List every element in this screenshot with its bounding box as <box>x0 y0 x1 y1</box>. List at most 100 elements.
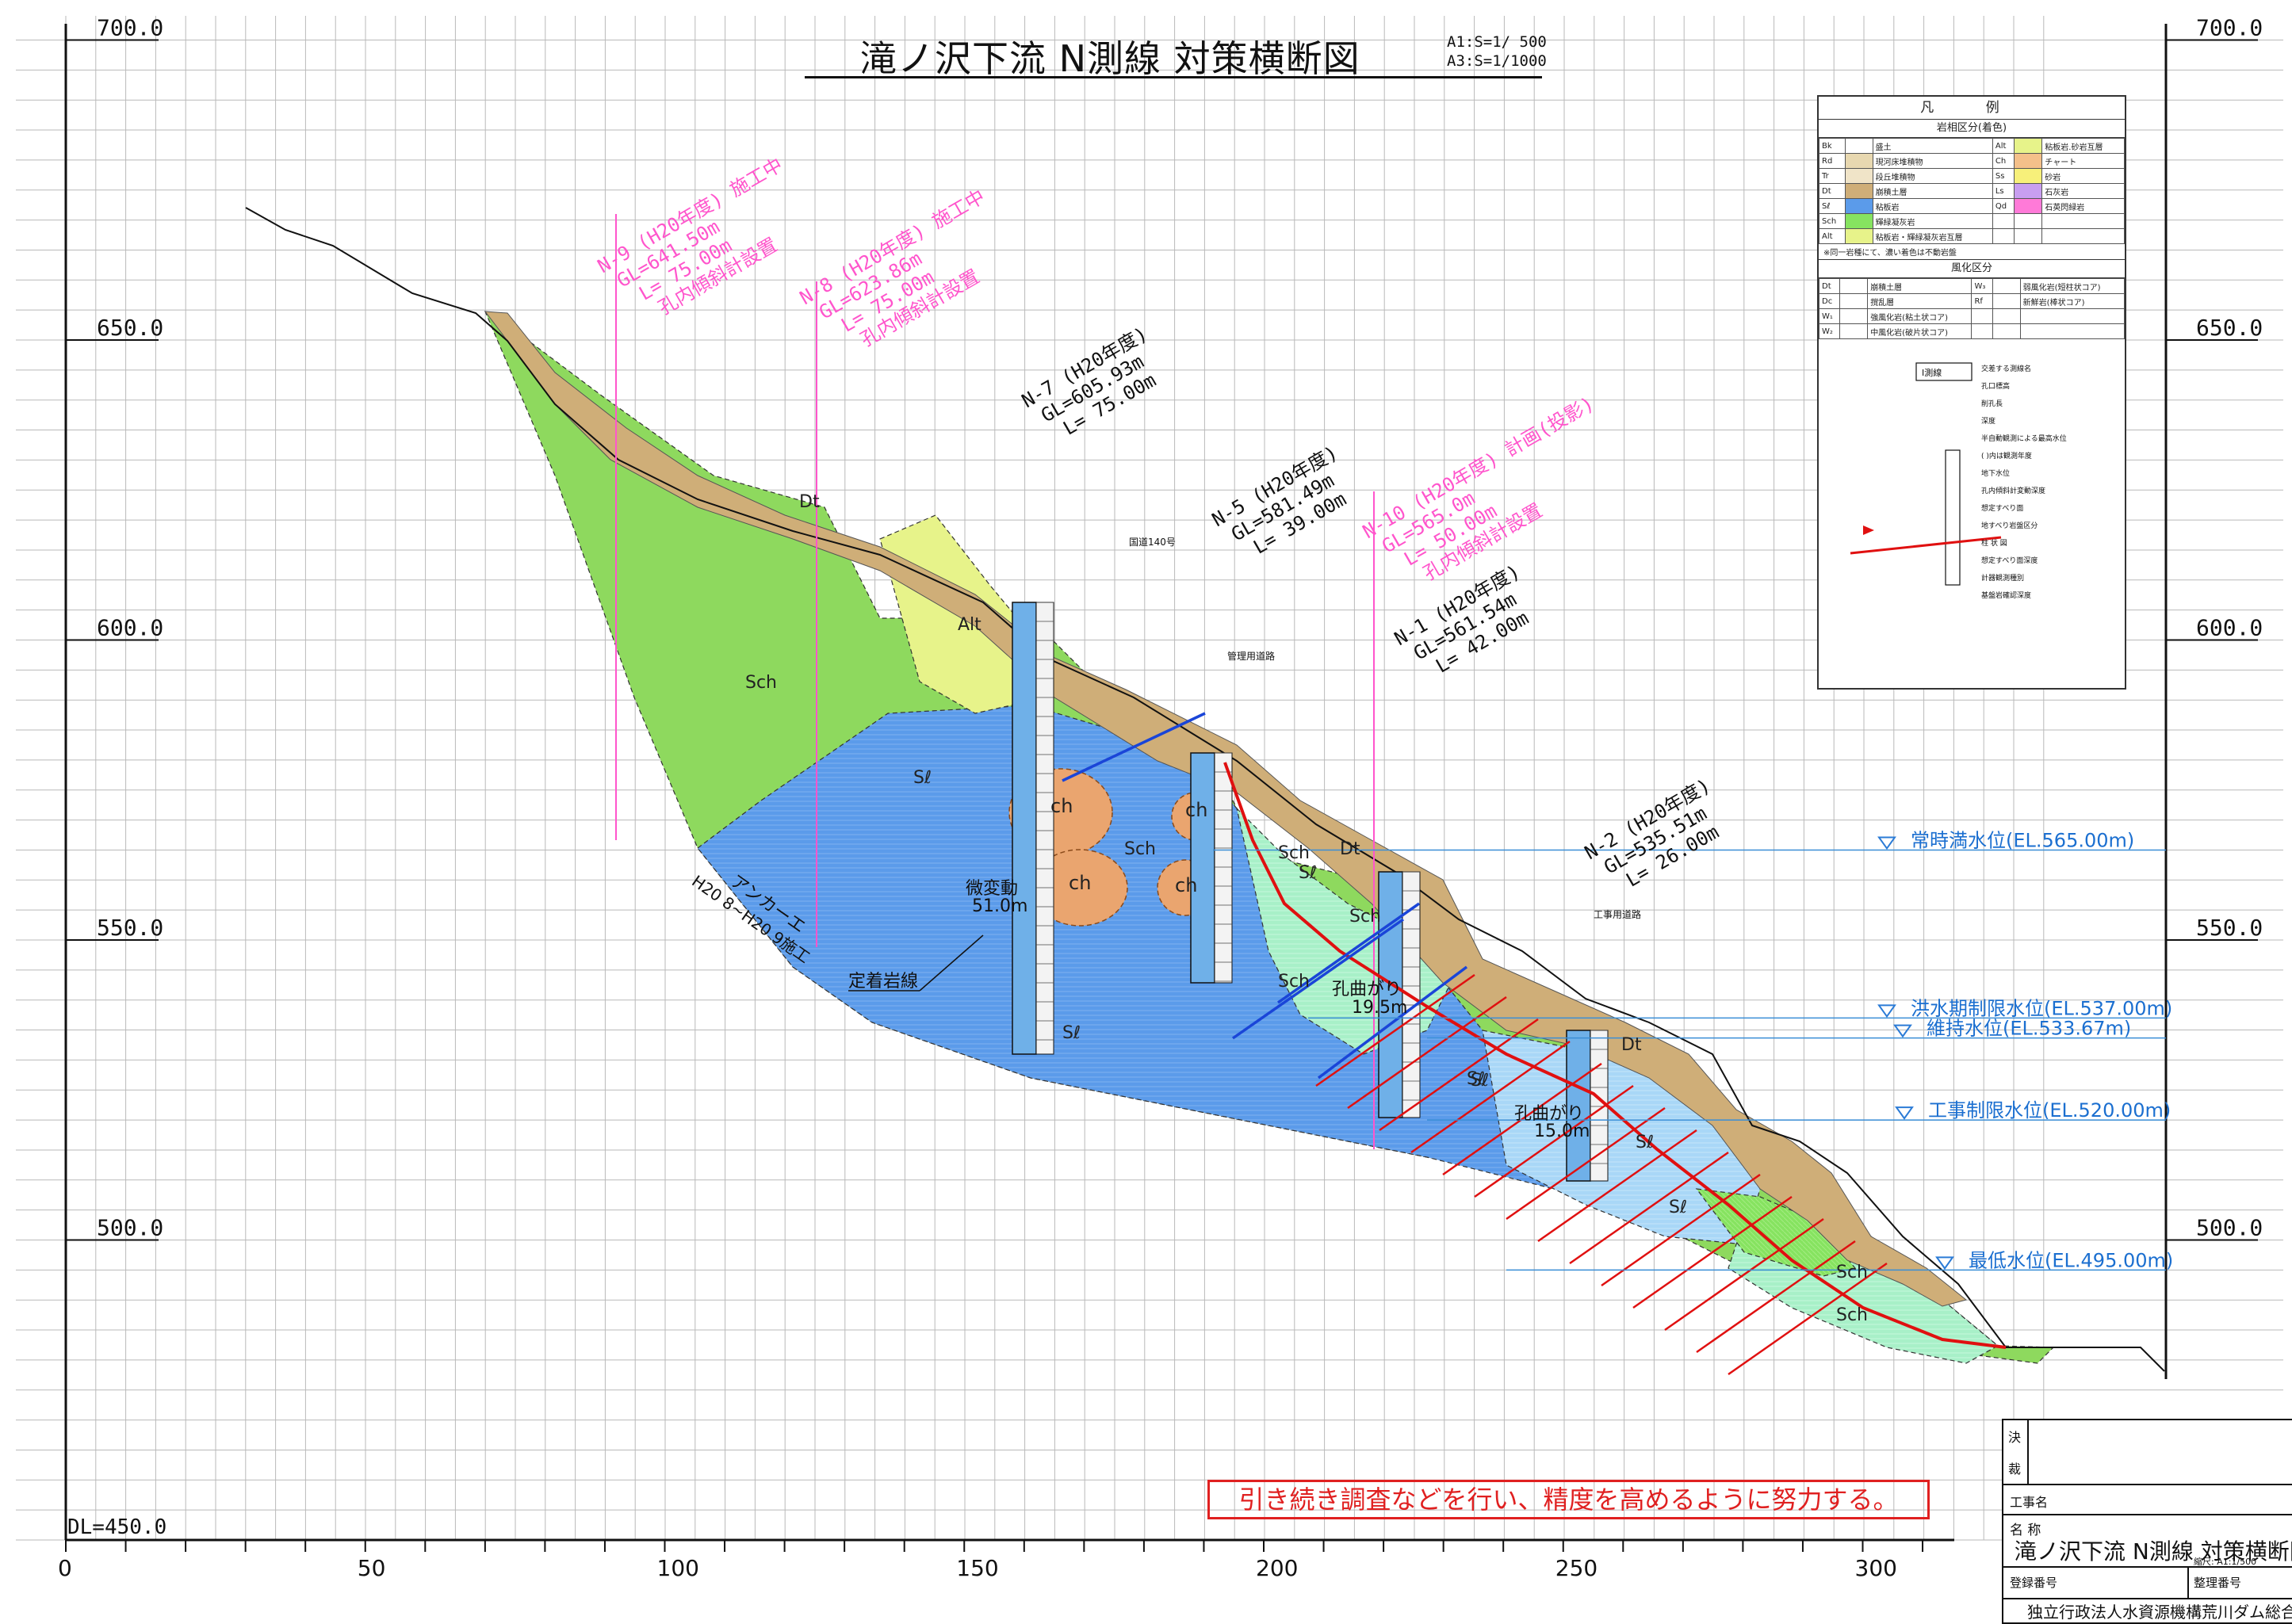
legend-row: Dc 撹乱層 Rf 新鮮岩(棒状コア) <box>1818 293 2126 309</box>
legend-cell: 輝緑凝灰岩 <box>1872 213 1993 229</box>
work-name-label: 工事名 <box>2010 1495 2049 1510</box>
legend-diagram-label: 半自動観測による最高水位 <box>1981 434 2067 443</box>
legend-diagram-label: 孔内傾斜計変動深度 <box>1981 486 2045 495</box>
borehole-column <box>1190 752 1215 984</box>
legend-swatch <box>1839 278 1869 294</box>
legend-swatch <box>1992 308 2021 324</box>
geology-label-sl: Sℓ <box>1062 1023 1081 1043</box>
legend-diagram-label: 深度 <box>1981 416 1995 426</box>
approval-row: 決 裁 <box>2003 1420 2292 1485</box>
legend-cell <box>2041 228 2125 244</box>
legend-cell: 盛土 <box>1872 138 1993 154</box>
x-tick-label: 50 <box>358 1555 386 1581</box>
legend-diagram-label: 交差する測線名 <box>1981 364 2031 373</box>
legend-diagram-label: 計器観測種別 <box>1981 573 2024 583</box>
x-tick-label: 150 <box>956 1555 998 1581</box>
legend-swatch <box>2014 213 2043 229</box>
y-tick-label-left: 550.0 <box>97 915 163 941</box>
legend-rock-note: ※同一岩種にて、濃い着色は不動岩盤 <box>1819 244 2125 260</box>
legend-cell: Sch <box>1819 213 1846 229</box>
approval-label-1: 決 <box>2008 1430 2022 1445</box>
x-tick-label: 250 <box>1555 1555 1598 1581</box>
datum-label: DL=450.0 <box>67 1515 166 1539</box>
road-label-2: 管理用道路 <box>1227 650 1275 662</box>
y-tick-label-right: 550.0 <box>2196 915 2263 941</box>
anchor-line <box>1347 995 1507 1110</box>
road-label-1: 国道140号 <box>1129 537 1176 548</box>
borehole-column <box>1378 871 1403 1118</box>
legend-cell: 粘板岩・輝緑凝灰岩互層 <box>1872 228 1993 244</box>
y-tick-label-right: 500.0 <box>2196 1215 2263 1241</box>
water-level-label: 工事制限水位(EL.520.00m) <box>1928 1099 2171 1122</box>
legend-cell: 石英閃緑岩 <box>2041 198 2125 214</box>
legend-swatch <box>1839 293 1869 309</box>
legend-marker-icon <box>1863 525 1874 535</box>
legend-cell: 撹乱層 <box>1867 293 1972 309</box>
legend-panel: 凡 例 岩相区分(着色) Bk 盛土 Alt 粘板岩.砂岩互層 Rd 現河床堆積物 Ch チャ… <box>1817 95 2126 690</box>
legend-cell: Dt <box>1818 278 1841 294</box>
legend-cell: Sℓ <box>1819 198 1846 214</box>
geology-label-sch: Sch <box>1349 907 1381 927</box>
legend-diagram-label: 削孔長 <box>1981 399 2003 408</box>
legend-cell: Alt <box>1819 228 1846 244</box>
title-block: 決 裁 工事名 名 称 滝ノ沢下流 N測線 対策横断図 縮尺: A1:1/500… <box>2002 1419 2292 1624</box>
legend-cell: Ch <box>1992 153 2015 169</box>
legend-diagram-label: 地下水位 <box>1981 468 2010 478</box>
geology-label-sl: Sℓ <box>1471 1071 1489 1091</box>
title-underline <box>805 76 1542 78</box>
geology-label-ch: ch <box>1050 795 1073 817</box>
geology-label-ch: ch <box>1175 874 1197 896</box>
ref-number-label: 整理番号 <box>2194 1576 2242 1590</box>
legend-swatch <box>1844 213 1873 229</box>
legend-swatch <box>1844 138 1873 154</box>
y-tick-label-left: 500.0 <box>97 1215 163 1241</box>
drawing-name: 滝ノ沢下流 N測線 対策横断図 <box>2015 1538 2292 1565</box>
y-tick-label-right: 700.0 <box>2196 15 2263 41</box>
legend-title: 凡 例 <box>1819 97 2125 120</box>
y-tick-label-left: 700.0 <box>97 15 163 41</box>
road-label-3: 工事用道路 <box>1594 908 1641 920</box>
legend-swatch <box>1992 293 2021 309</box>
bend-value-2: 15.0m <box>1534 1122 1590 1141</box>
geology-label-dt: Dt <box>799 492 820 512</box>
legend-cell: 砂岩 <box>2041 168 2125 184</box>
legend-cell: 中風化岩(破片状コア) <box>1867 323 1972 339</box>
legend-row: Rd 現河床堆積物 Ch チャート <box>1819 153 2125 169</box>
organization-name: 独立行政法人水資源機構荒川ダム総合 <box>2027 1603 2292 1622</box>
water-level-label: 常時満水位(EL.565.00m) <box>1911 829 2134 851</box>
anchor-line <box>1442 1062 1602 1176</box>
geology-label-sch: Sch <box>1124 839 1156 859</box>
legend-swatch <box>1839 308 1869 324</box>
legend-swatch <box>1992 323 2021 339</box>
legend-cell <box>1971 308 1993 324</box>
geology-label-sl: Sℓ <box>1299 863 1317 883</box>
water-triangle-icon <box>1895 1106 1914 1120</box>
ch-lens <box>1031 849 1128 927</box>
approval-label-2: 裁 <box>2008 1462 2022 1477</box>
legend-cell <box>2019 323 2126 339</box>
water-level-label: 最低水位(EL.495.00m) <box>1969 1249 2173 1271</box>
legend-cell: Rd <box>1819 153 1846 169</box>
anchor-line <box>1601 1173 1761 1287</box>
legend-cell: 現河床堆積物 <box>1872 153 1993 169</box>
blue-wire <box>1276 902 1421 1004</box>
legend-cell <box>2041 213 2125 229</box>
legend-row: Sch 輝緑凝灰岩 <box>1819 213 2125 229</box>
legend-cell: Dt <box>1819 183 1846 199</box>
legend-swatch <box>1844 153 1873 169</box>
legend-cell: 粘板岩 <box>1872 198 1993 214</box>
legend-row: Dt 崩積土層 Ls 石灰岩 <box>1819 183 2125 199</box>
anchor-line <box>1696 1240 1856 1354</box>
legend-tag-box <box>1915 362 1972 381</box>
legend-cell: Alt <box>1992 138 2015 154</box>
legend-cell <box>1992 213 2015 229</box>
legend-row: Alt 粘板岩・輝緑凝灰岩互層 <box>1819 228 2125 244</box>
name-row: 名 称 滝ノ沢下流 N測線 対策横断図 縮尺: A1:1/500 <box>2003 1515 2292 1568</box>
borehole-log <box>1035 602 1054 1055</box>
legend-tag: I測線 <box>1922 367 1942 378</box>
geology-label-sl: Sℓ <box>1669 1198 1687 1217</box>
legend-swatch <box>1992 278 2021 294</box>
legend-swatch <box>2014 138 2043 154</box>
